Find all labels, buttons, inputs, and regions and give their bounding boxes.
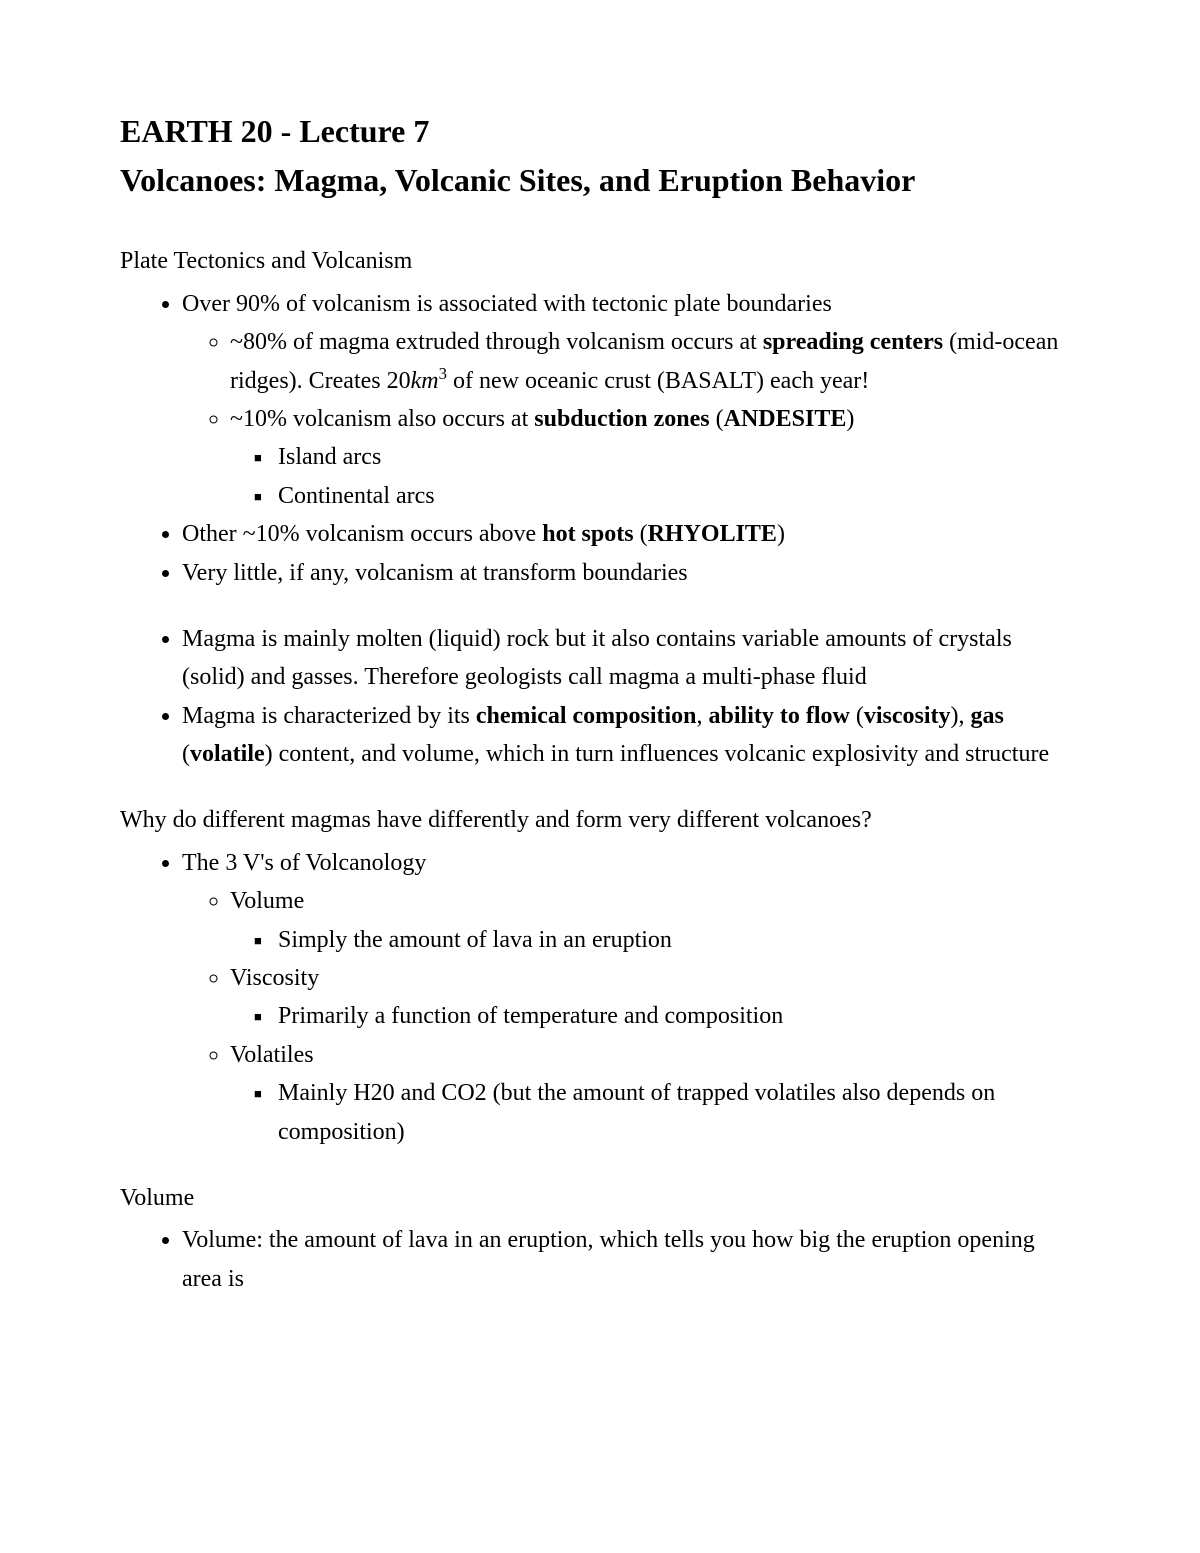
bullet-list-l3: Mainly H20 and CO2 (but the amount of tr…: [230, 1074, 1080, 1151]
list-text: Simply the amount of lava in an eruption: [278, 927, 672, 953]
list-text: Very little, if any, volcanism at transf…: [182, 560, 688, 586]
list-item: Other ~10% volcanism occurs above hot sp…: [182, 515, 1080, 553]
spacer: [120, 1151, 1080, 1179]
list-text: (: [850, 703, 864, 729]
bold-text: RHYOLITE: [648, 521, 777, 547]
bold-text: gas: [971, 703, 1004, 729]
document-page: EARTH 20 - Lecture 7 Volcanoes: Magma, V…: [0, 0, 1200, 1553]
bold-text: subduction zones: [534, 406, 709, 432]
bullet-list-l1: Over 90% of volcanism is associated with…: [120, 285, 1080, 592]
bold-text: viscosity: [864, 703, 951, 729]
list-text: (: [710, 406, 724, 432]
list-text: ~80% of magma extruded through volcanism…: [230, 329, 763, 355]
section-heading-why-different: Why do different magmas have differently…: [120, 801, 1080, 839]
list-text: (: [634, 521, 648, 547]
list-item: Mainly H20 and CO2 (but the amount of tr…: [278, 1074, 1080, 1151]
list-item: Magma is mainly molten (liquid) rock but…: [182, 620, 1080, 697]
list-item: Island arcs: [278, 438, 1080, 476]
list-text: Volume: the amount of lava in an eruptio…: [182, 1227, 1035, 1291]
list-item: Primarily a function of temperature and …: [278, 997, 1080, 1035]
bold-text: hot spots: [542, 521, 633, 547]
superscript: 3: [439, 364, 447, 383]
bold-text: ANDESITE: [724, 406, 847, 432]
bullet-list-l1: The 3 V's of Volcanology Volume Simply t…: [120, 844, 1080, 1151]
list-text: Volatiles: [230, 1042, 314, 1068]
list-text: ),: [951, 703, 971, 729]
list-item: ~10% volcanism also occurs at subduction…: [230, 400, 1080, 515]
bullet-list-l1: Volume: the amount of lava in an eruptio…: [120, 1221, 1080, 1298]
doc-title-line-2: Volcanoes: Magma, Volcanic Sites, and Er…: [120, 159, 1080, 202]
list-text: Over 90% of volcanism is associated with…: [182, 291, 832, 317]
list-text: Magma is characterized by its: [182, 703, 476, 729]
list-item: Volume Simply the amount of lava in an e…: [230, 882, 1080, 959]
section-heading-volume: Volume: [120, 1179, 1080, 1217]
list-text: Island arcs: [278, 444, 381, 470]
list-text: Viscosity: [230, 965, 319, 991]
bullet-list-l2: ~80% of magma extruded through volcanism…: [182, 323, 1080, 515]
list-text: Continental arcs: [278, 483, 435, 509]
bold-text: volatile: [190, 741, 265, 767]
list-text: (: [182, 741, 190, 767]
bullet-list-l3: Primarily a function of temperature and …: [230, 997, 1080, 1035]
italic-text: km: [411, 368, 439, 394]
list-text: Magma is mainly molten (liquid) rock but…: [182, 626, 1012, 690]
list-text: The 3 V's of Volcanology: [182, 850, 426, 876]
bullet-list-l3: Simply the amount of lava in an eruption: [230, 921, 1080, 959]
bold-text: chemical composition: [476, 703, 697, 729]
list-item: Continental arcs: [278, 477, 1080, 515]
list-text: ): [777, 521, 785, 547]
list-text: Volume: [230, 888, 304, 914]
list-item: Volatiles Mainly H20 and CO2 (but the am…: [230, 1036, 1080, 1151]
spacer: [120, 592, 1080, 620]
bullet-list-l2: Volume Simply the amount of lava in an e…: [182, 882, 1080, 1151]
list-item: Very little, if any, volcanism at transf…: [182, 554, 1080, 592]
list-text: Primarily a function of temperature and …: [278, 1003, 783, 1029]
list-item: Viscosity Primarily a function of temper…: [230, 959, 1080, 1036]
list-text: ): [846, 406, 854, 432]
bold-text: ability to flow: [709, 703, 850, 729]
bullet-list-l1: Magma is mainly molten (liquid) rock but…: [120, 620, 1080, 774]
list-item: Over 90% of volcanism is associated with…: [182, 285, 1080, 515]
list-item: Simply the amount of lava in an eruption: [278, 921, 1080, 959]
list-text: of new oceanic crust (BASALT) each year!: [447, 368, 869, 394]
doc-title-line-1: EARTH 20 - Lecture 7: [120, 110, 1080, 153]
list-text: Other ~10% volcanism occurs above: [182, 521, 542, 547]
bold-text: spreading centers: [763, 329, 943, 355]
list-text: Mainly H20 and CO2 (but the amount of tr…: [278, 1080, 995, 1144]
list-item: Magma is characterized by its chemical c…: [182, 697, 1080, 774]
list-text: ~10% volcanism also occurs at: [230, 406, 534, 432]
list-text: ) content, and volume, which in turn inf…: [265, 741, 1049, 767]
list-item: Volume: the amount of lava in an eruptio…: [182, 1221, 1080, 1298]
section-heading-plate-tectonics: Plate Tectonics and Volcanism: [120, 242, 1080, 280]
list-item: The 3 V's of Volcanology Volume Simply t…: [182, 844, 1080, 1151]
list-text: ,: [697, 703, 709, 729]
list-item: ~80% of magma extruded through volcanism…: [230, 323, 1080, 400]
bullet-list-l3: Island arcs Continental arcs: [230, 438, 1080, 515]
spacer: [120, 773, 1080, 801]
